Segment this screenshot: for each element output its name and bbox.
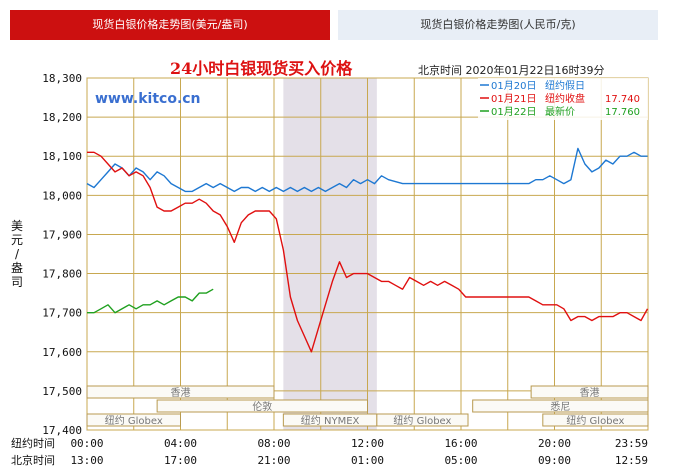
legend-series-value: 17.740 bbox=[605, 94, 640, 105]
y-tick-label: 18,200 bbox=[42, 111, 82, 124]
session-bar bbox=[156, 399, 368, 413]
session-bar bbox=[530, 385, 649, 399]
session-label: 纽约 NYMEX bbox=[301, 414, 360, 427]
legend-series-name: 01月21日 bbox=[491, 93, 536, 105]
legend-series-name: 01月22日 bbox=[491, 106, 536, 118]
x-tick-label: 12:00 bbox=[351, 437, 384, 450]
x-row-label: 北京时间 bbox=[11, 453, 55, 467]
session-label: 伦敦 bbox=[252, 400, 272, 413]
series-line bbox=[87, 288, 214, 314]
kitco-watermark: www.kitco.cn bbox=[95, 91, 201, 107]
y-axis-ticks: 18,300 18,200 18,100 18,000 17,900 17,800 17,7… bbox=[42, 72, 82, 437]
chart-title: 24小时白银现货买入价格 bbox=[170, 59, 353, 78]
chart-timestamp: 北京时间 2020年01月22日16时39分 bbox=[418, 63, 604, 77]
legend-series-label: 纽约收盘 bbox=[545, 92, 585, 105]
x-row-label: 纽约时间 bbox=[11, 436, 55, 450]
x-tick-label: 09:00 bbox=[538, 454, 571, 467]
x-tick-label: 13:00 bbox=[70, 454, 103, 467]
y-tick-label: 18,000 bbox=[42, 189, 82, 202]
x-tick-label: 12:59 bbox=[615, 454, 648, 467]
y-tick-label: 17,800 bbox=[42, 268, 82, 281]
x-tick-label: 05:00 bbox=[444, 454, 477, 467]
y-tick-label: 17,700 bbox=[42, 307, 82, 320]
x-tick-label: 04:00 bbox=[164, 437, 197, 450]
y-tick-label: 17,600 bbox=[42, 346, 82, 359]
x-tick-label: 08:00 bbox=[257, 437, 290, 450]
session-bar bbox=[86, 385, 275, 399]
x-tick-label: 17:00 bbox=[164, 454, 197, 467]
y-axis-label: 美元/盎司 bbox=[11, 219, 23, 289]
y-tick-label: 17,900 bbox=[42, 228, 82, 241]
session-label: 悉尼 bbox=[550, 401, 570, 413]
x-axis-rows: 纽约时间 00:00 04:00 08:00 12:00 16:00 20:00 23:59 北… bbox=[11, 436, 648, 467]
x-tick-label: 16:00 bbox=[444, 437, 477, 450]
session-bar bbox=[376, 413, 469, 427]
x-tick-label: 21:00 bbox=[257, 454, 290, 467]
tab-silver-cny[interactable]: 现货白银价格走势图(人民币/克) bbox=[338, 10, 658, 40]
session-bar bbox=[542, 413, 649, 427]
legend-box bbox=[478, 78, 648, 120]
session-label: 香港 bbox=[171, 387, 191, 399]
series-lines bbox=[86, 147, 649, 353]
session-label: 纽约 Globex bbox=[105, 414, 163, 427]
legend-series-value: 17.760 bbox=[605, 107, 640, 118]
x-tick-label: 01:00 bbox=[351, 454, 384, 467]
session-label: 香港 bbox=[580, 387, 600, 399]
y-tick-label: 18,300 bbox=[42, 72, 82, 85]
series-line bbox=[87, 151, 649, 353]
y-tick-label: 17,500 bbox=[42, 385, 82, 398]
legend: 01月20日 纽约假日 01月21日 纽约收盘 17.740 01月22日 最新价 17.76… bbox=[478, 78, 648, 120]
series-line bbox=[86, 147, 648, 193]
nymex-session-band bbox=[283, 78, 377, 430]
legend-series-label: 最新价 bbox=[545, 105, 575, 118]
session-label: 纽约 Globex bbox=[566, 414, 624, 427]
x-tick-label: 20:00 bbox=[538, 437, 571, 450]
session-bar bbox=[472, 399, 649, 413]
y-tick-label: 17,400 bbox=[42, 424, 82, 437]
x-tick-label: 00:00 bbox=[70, 437, 103, 450]
tab-silver-usd[interactable]: 现货白银价格走势图(美元/盎司) bbox=[10, 10, 330, 40]
session-bar bbox=[86, 413, 181, 427]
x-tick-label: 23:59 bbox=[615, 437, 648, 450]
y-tick-label: 18,100 bbox=[42, 150, 82, 163]
session-label: 纽约 Globex bbox=[393, 414, 451, 427]
legend-series-label: 纽约假日 bbox=[545, 79, 585, 92]
legend-series-name: 01月20日 bbox=[491, 80, 536, 92]
